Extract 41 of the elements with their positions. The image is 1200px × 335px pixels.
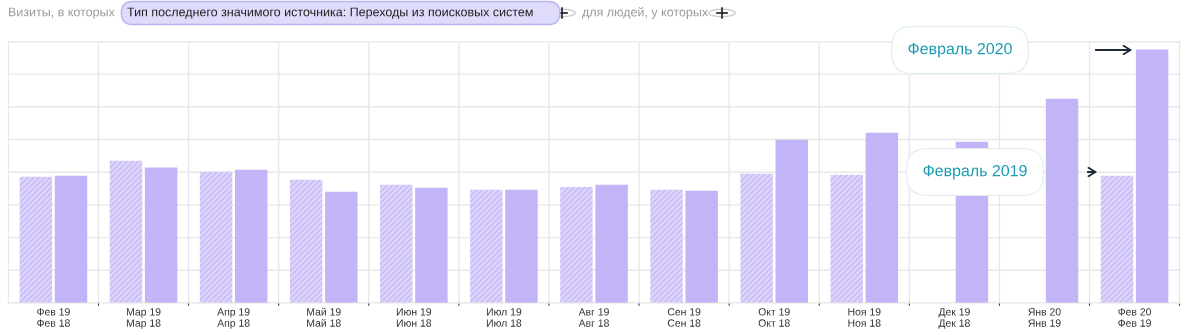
- text: Тип последнего значимого источника: Переходы из поисковых систем: [127, 7, 533, 19]
- bar: [109, 160, 143, 304]
- bar: [650, 189, 683, 304]
- bar: [54, 175, 88, 304]
- annotation: Февраль 2019: [923, 164, 1027, 180]
- bar: [380, 184, 413, 304]
- x-tick-label: Авг 19 Авг 18: [578, 308, 609, 327]
- bar: [1100, 175, 1134, 304]
- bar: [199, 171, 233, 304]
- x-tick-label: Апр 19 Апр 18: [217, 308, 250, 329]
- bar: [415, 187, 448, 304]
- annotation: Февраль 2020: [908, 42, 1012, 58]
- bar: [19, 176, 53, 304]
- bar: [470, 189, 503, 304]
- bar: [830, 174, 863, 304]
- bar: [865, 132, 899, 304]
- x-tick-label: Мар 19 Мар 18: [126, 308, 161, 329]
- bar: [505, 189, 538, 304]
- bar: [595, 184, 628, 304]
- bar: [234, 169, 268, 304]
- bar: [325, 191, 358, 304]
- x-tick-label: Дек 19 Дек 18: [938, 308, 970, 329]
- x-tick-label: Ноя 19 Ноя 18: [848, 308, 881, 327]
- x-tick-label: Май 19 Май 18: [307, 307, 341, 327]
- bar: [1045, 98, 1079, 304]
- x-tick-label: Фев 19 Фев 18: [37, 308, 70, 327]
- text: Визиты, в которых: [9, 7, 115, 19]
- x-tick-label: Сен 19 Сен 18: [667, 308, 701, 327]
- x-tick-label: Июл 19 Июл 18: [486, 308, 522, 327]
- bar: [775, 139, 808, 304]
- x-tick-label: Июн 19 Июн 18: [396, 308, 432, 327]
- bar: [289, 179, 323, 304]
- bar: [144, 167, 178, 304]
- bar: [1135, 49, 1169, 304]
- x-tick-label: Окт 19 Окт 18: [758, 308, 790, 327]
- bar: [560, 186, 593, 304]
- text: для людей, у которых: [582, 7, 708, 19]
- x-tick-label: Янв 20 Янв 19: [1028, 308, 1061, 327]
- x-tick-label: Фев 20 Фев 19: [1118, 308, 1152, 327]
- bar: [685, 190, 718, 304]
- bar: [740, 173, 773, 304]
